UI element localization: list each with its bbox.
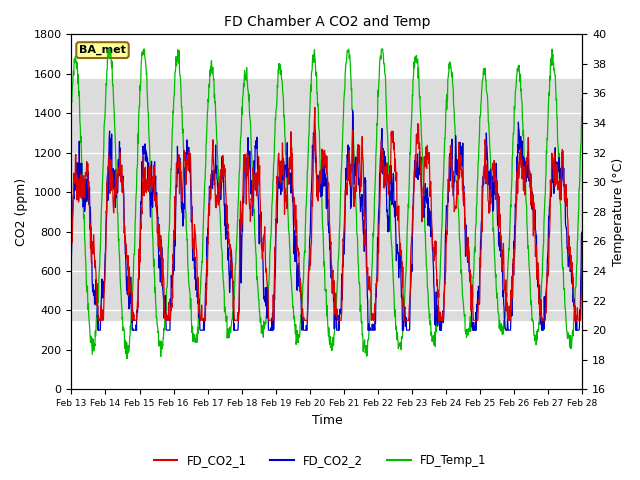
Y-axis label: Temperature (°C): Temperature (°C): [612, 158, 625, 266]
Y-axis label: CO2 (ppm): CO2 (ppm): [15, 178, 28, 246]
X-axis label: Time: Time: [312, 414, 342, 427]
Bar: [72, 79, 582, 320]
Legend: FD_CO2_1, FD_CO2_2, FD_Temp_1: FD_CO2_1, FD_CO2_2, FD_Temp_1: [149, 449, 491, 472]
Title: FD Chamber A CO2 and Temp: FD Chamber A CO2 and Temp: [224, 15, 430, 29]
Text: BA_met: BA_met: [79, 45, 126, 55]
